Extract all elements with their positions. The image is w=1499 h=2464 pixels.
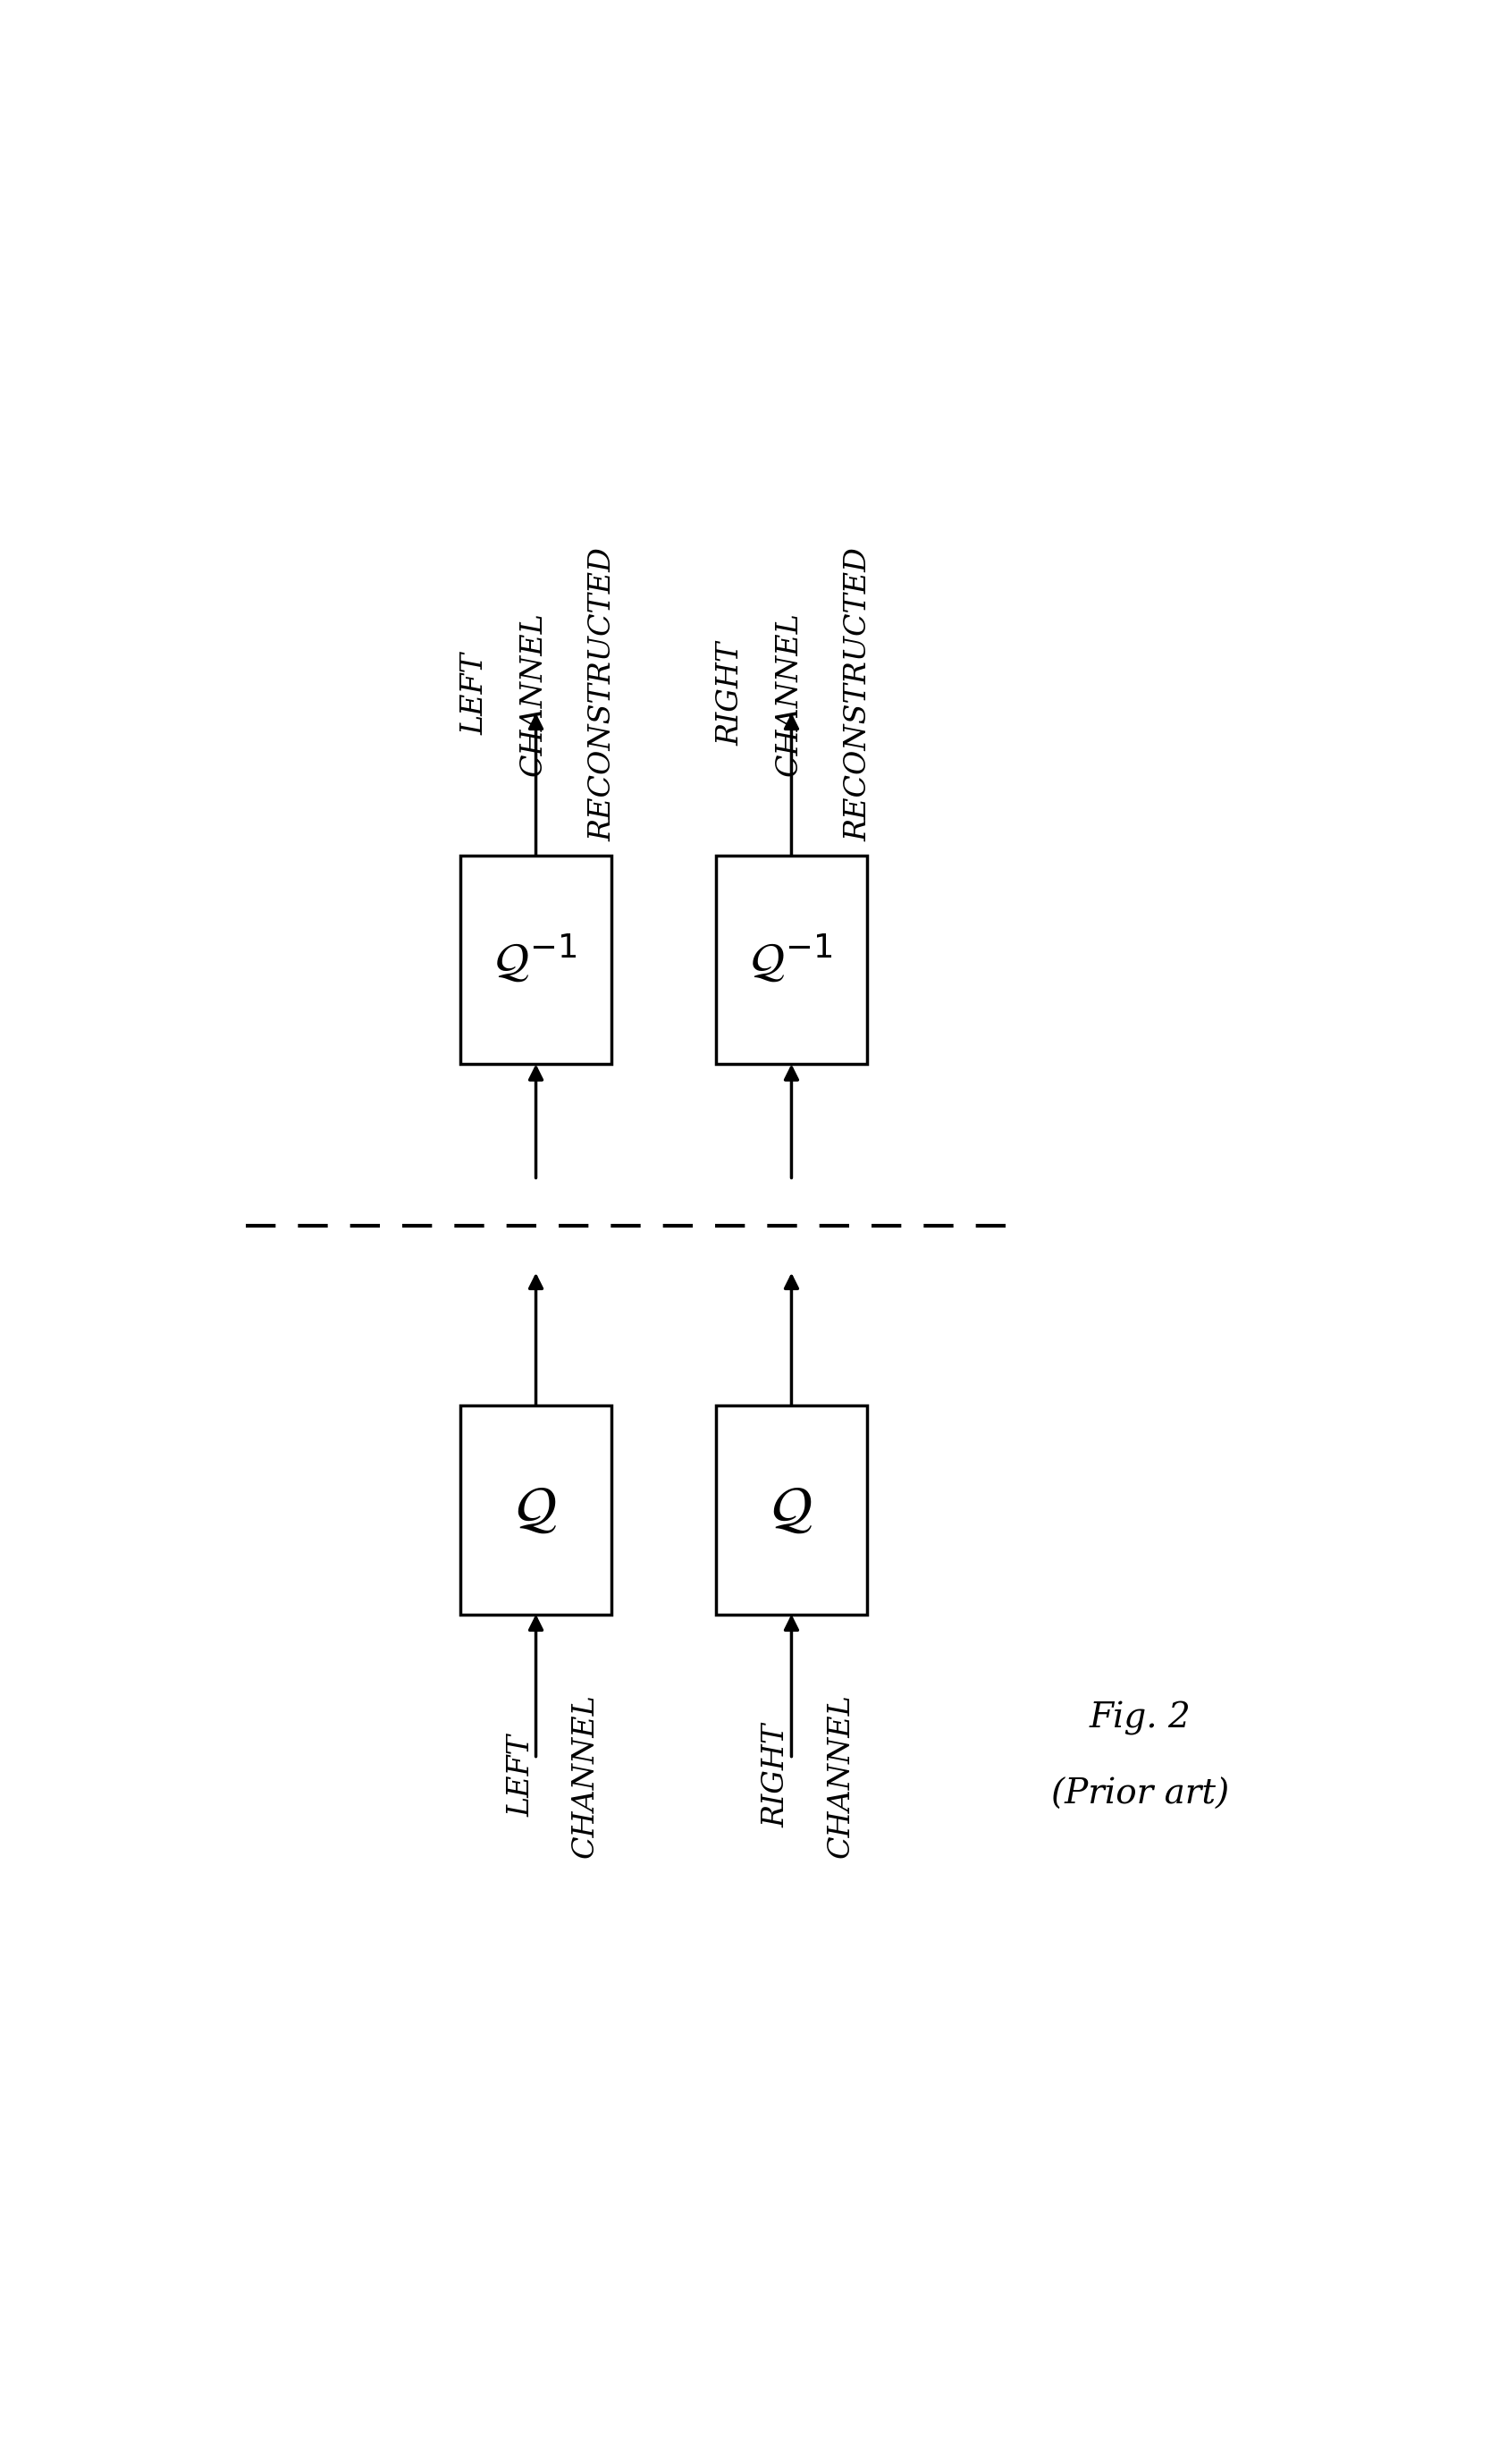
- Text: CHANNEL: CHANNEL: [571, 1693, 600, 1858]
- Text: LEFT: LEFT: [507, 1735, 535, 1816]
- Text: CHANNEL: CHANNEL: [775, 611, 803, 776]
- Text: Fig. 2: Fig. 2: [1090, 1703, 1190, 1735]
- Text: $\mathcal{Q}^{-1}$: $\mathcal{Q}^{-1}$: [750, 934, 833, 986]
- Text: $\mathcal{Q}$: $\mathcal{Q}$: [516, 1483, 556, 1538]
- Text: $\mathcal{Q}$: $\mathcal{Q}$: [770, 1483, 812, 1538]
- FancyBboxPatch shape: [717, 855, 866, 1064]
- Text: $\mathcal{Q}^{-1}$: $\mathcal{Q}^{-1}$: [495, 934, 577, 986]
- FancyBboxPatch shape: [460, 1404, 612, 1614]
- Text: LEFT: LEFT: [460, 653, 489, 734]
- Text: CHANNEL: CHANNEL: [519, 611, 547, 776]
- Text: RECONSTRUCTED: RECONSTRUCTED: [844, 547, 872, 840]
- FancyBboxPatch shape: [460, 855, 612, 1064]
- Text: (Prior art): (Prior art): [1051, 1779, 1229, 1811]
- Text: RIGHT: RIGHT: [717, 643, 745, 747]
- Text: RIGHT: RIGHT: [763, 1725, 791, 1828]
- Text: CHANNEL: CHANNEL: [826, 1693, 854, 1858]
- FancyBboxPatch shape: [717, 1404, 866, 1614]
- Text: RECONSTRUCTED: RECONSTRUCTED: [589, 547, 618, 840]
